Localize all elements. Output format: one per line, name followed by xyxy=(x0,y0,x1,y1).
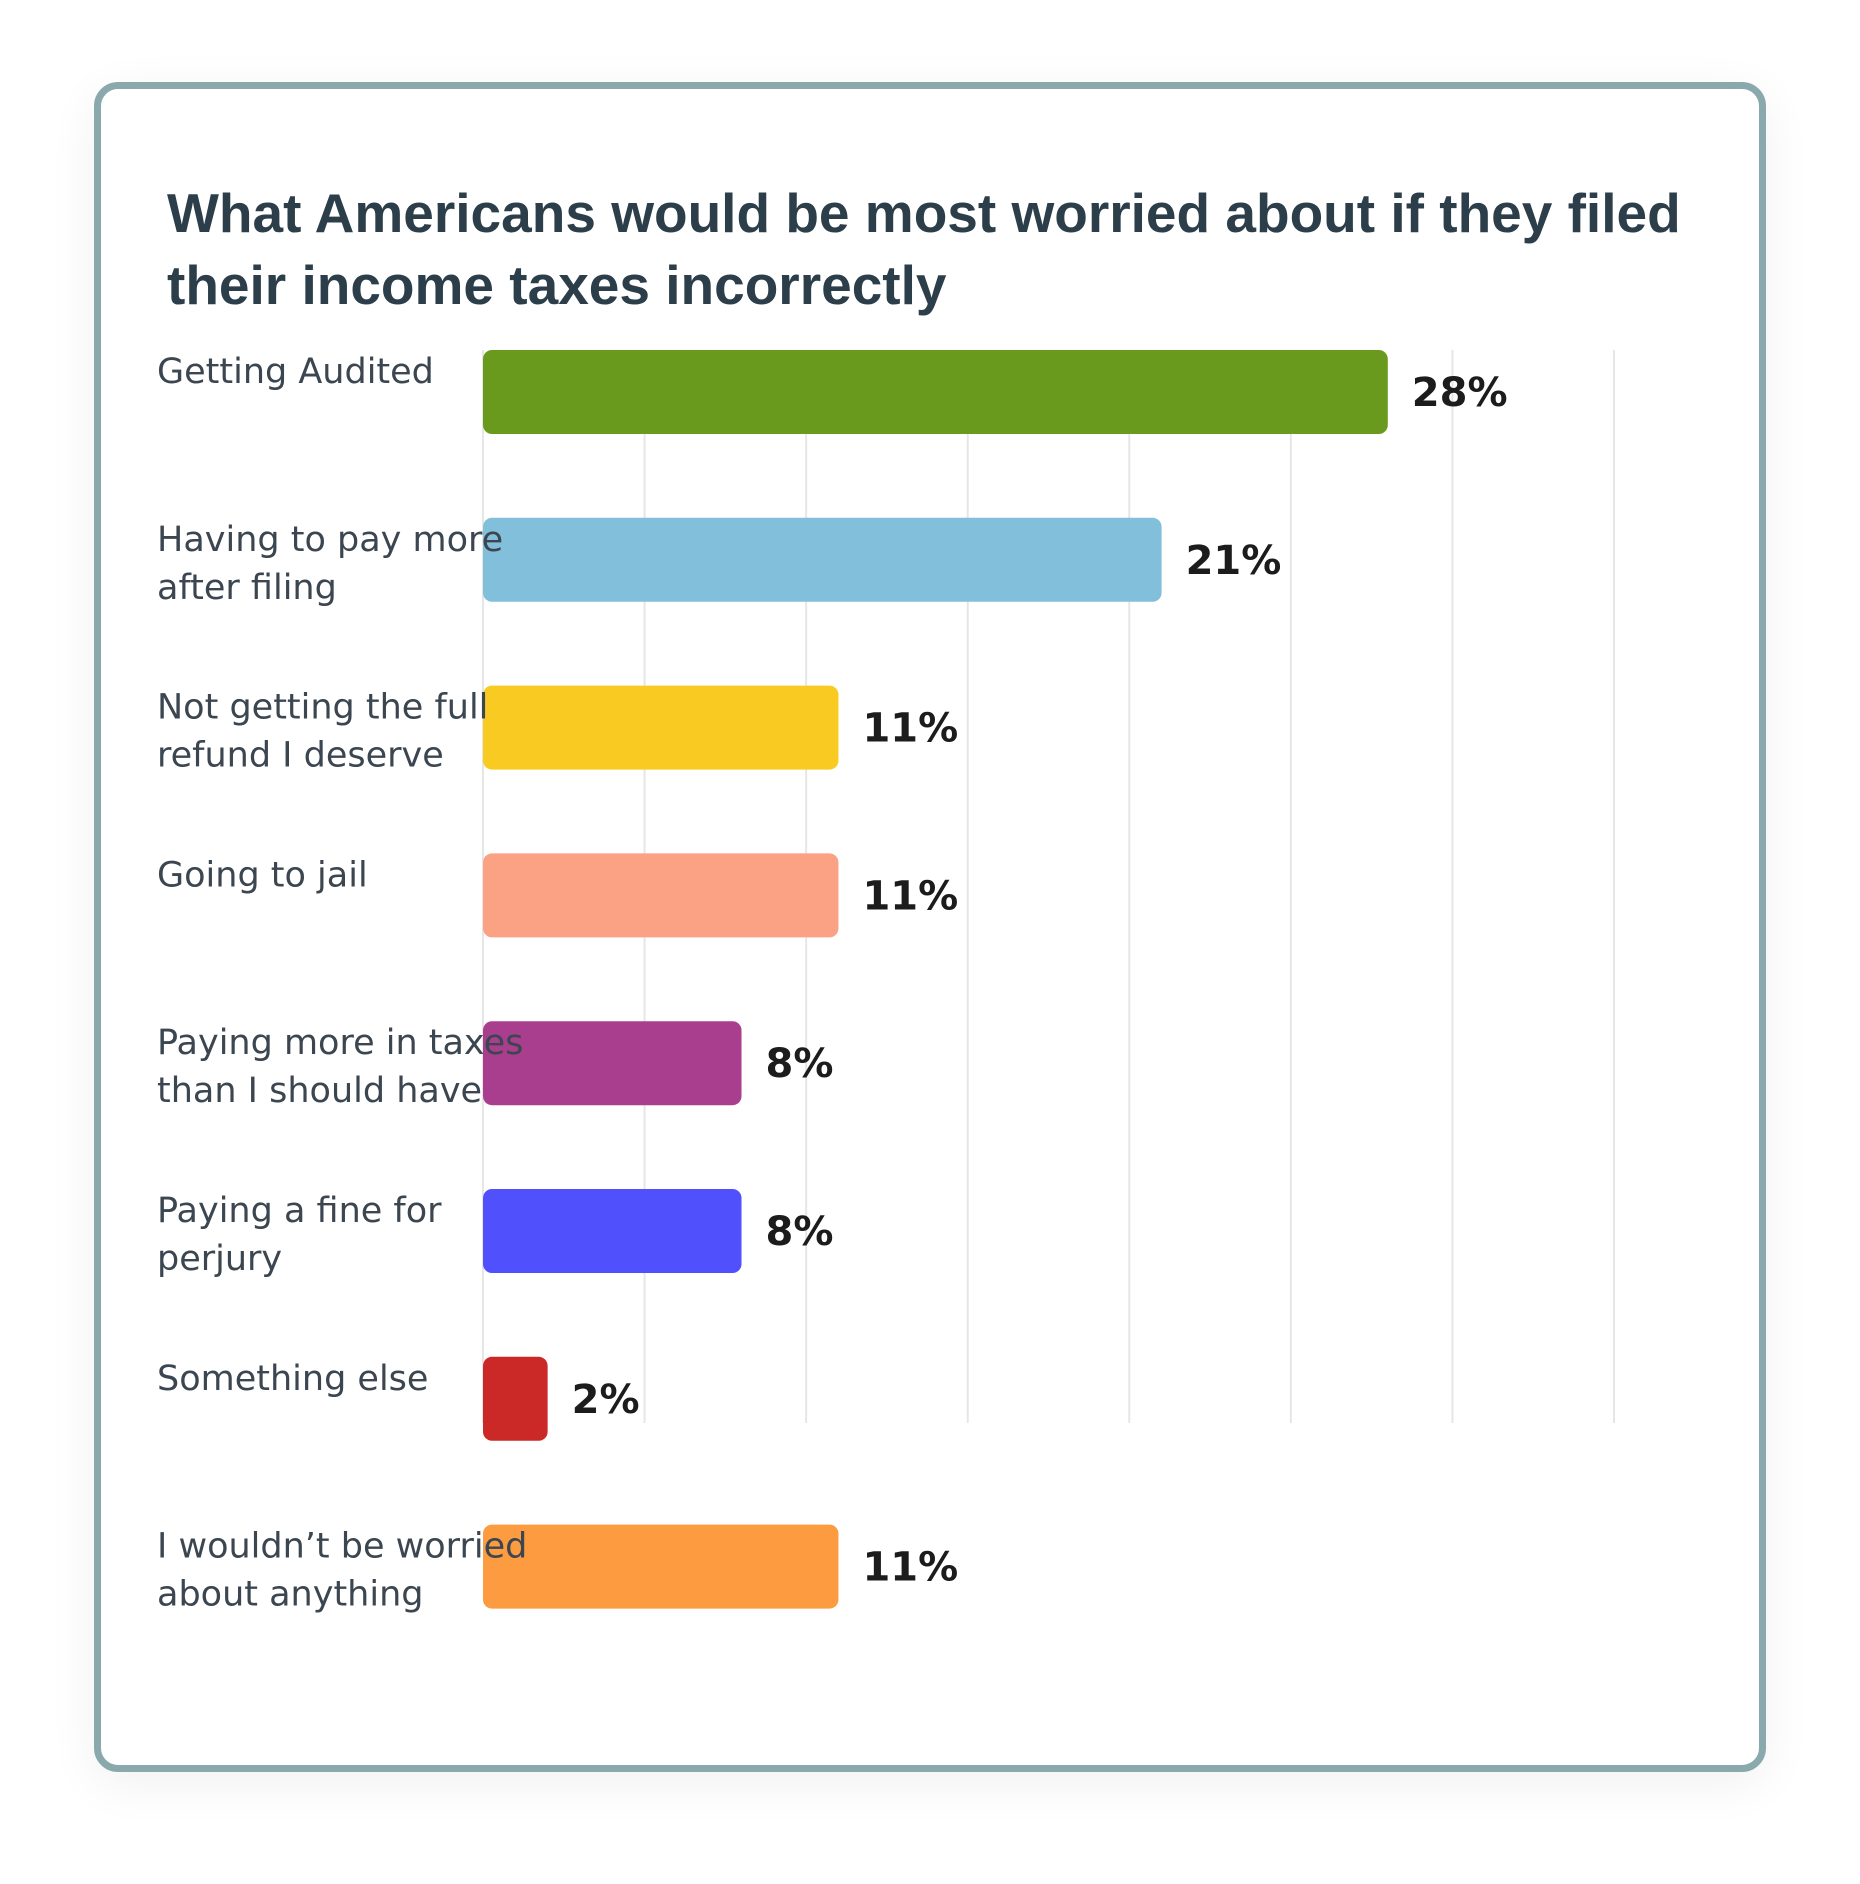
bar-1 xyxy=(483,517,1162,602)
bar-0 xyxy=(483,350,1388,434)
category-label-1: Having to pay more after filing xyxy=(157,520,503,608)
chart-card: What Americans would be most worried abo… xyxy=(94,82,1766,1772)
value-label-6: 2% xyxy=(572,1377,640,1423)
value-label-1: 21% xyxy=(1186,538,1282,584)
value-label-7: 11% xyxy=(862,1545,958,1591)
bar-6 xyxy=(483,1356,548,1441)
bar-7 xyxy=(483,1524,839,1609)
value-label-0: 28% xyxy=(1412,370,1508,416)
category-label-5: Paying a fine for perjury xyxy=(157,1191,442,1279)
value-label-3: 11% xyxy=(862,873,958,919)
chart-title: What Americans would be most worried abo… xyxy=(167,182,1681,316)
value-labels: 28% 21% 11% 11% 8% 8% 2% 11% xyxy=(572,370,1508,1591)
bar-chart: 28% 21% 11% 11% 8% 8% 2% 11% Getting Audited Hav… xyxy=(157,350,1615,1615)
bar-4 xyxy=(483,1021,742,1106)
category-label-7: I wouldn’t be worried about anything xyxy=(157,1527,527,1615)
value-label-4: 8% xyxy=(766,1041,834,1087)
category-label-2: Not getting the full refund I deserve xyxy=(157,688,488,776)
bar-2 xyxy=(483,685,839,770)
category-label-4: Paying more in taxes than I should have xyxy=(157,1023,523,1111)
category-label-0: Getting Audited xyxy=(157,352,434,392)
bar-5 xyxy=(483,1189,742,1273)
value-label-5: 8% xyxy=(766,1209,834,1255)
bars xyxy=(483,350,1388,1609)
value-label-2: 11% xyxy=(862,706,958,752)
bar-3 xyxy=(483,853,839,938)
category-labels: Getting Audited Having to pay more after f… xyxy=(157,352,527,1615)
category-label-3: Going to jail xyxy=(157,855,368,895)
category-label-6: Something else xyxy=(157,1359,428,1399)
